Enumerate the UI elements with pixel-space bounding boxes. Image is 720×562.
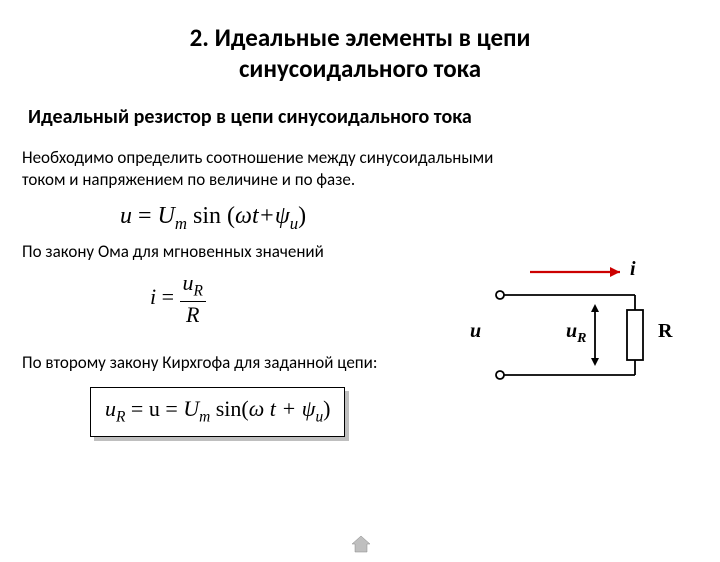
- eq1-eq: =: [132, 203, 158, 229]
- resistor-symbol: [627, 310, 643, 360]
- eq2-num-u: u: [183, 270, 194, 295]
- eq3-psi: ψ: [302, 396, 316, 421]
- eq3-omega: ω: [249, 396, 265, 421]
- eq1-m: m: [175, 213, 187, 232]
- eq3-m: m: [199, 408, 210, 425]
- terminal-bottom: [496, 371, 504, 379]
- title-line1: 2. Идеальные элементы в цепи: [190, 22, 531, 53]
- eq3-psisub: u: [315, 408, 323, 425]
- main-title: 2. Идеальные элементы в цепи синусоидаль…: [0, 22, 720, 85]
- circuit-uR-u: u: [566, 320, 577, 342]
- eq2-fraction: uRR: [180, 270, 206, 327]
- home-icon[interactable]: [350, 534, 372, 554]
- eq2-eq: =: [156, 284, 179, 309]
- circuit-i-label: i: [630, 258, 636, 281]
- paragraph-1: Необходимо определить соотношение между …: [22, 147, 660, 191]
- eq2-den: R: [180, 302, 206, 328]
- circuit-R-label: R: [658, 320, 672, 343]
- eq3-Um: U: [183, 396, 199, 421]
- eq1-sin: sin (: [187, 203, 235, 229]
- eq3-close: ): [323, 396, 330, 421]
- terminal-top: [496, 291, 504, 299]
- eq1-Um: U: [158, 203, 175, 229]
- current-arrow-head: [610, 267, 620, 277]
- eq3-sin: sin(: [210, 396, 249, 421]
- equation-voltage: u = Um sin (ωt+ψu): [120, 203, 720, 234]
- eq1-u: u: [120, 203, 132, 229]
- para1-line1: Необходимо определить соотношение между …: [22, 147, 493, 168]
- para1-line2: током и напряжением по величине и по фаз…: [22, 169, 355, 190]
- ur-arrow-up: [591, 304, 599, 312]
- eq3-t: t +: [264, 396, 301, 421]
- eq1-t: t+: [252, 203, 275, 229]
- title-line2: синусоидального тока: [239, 53, 481, 84]
- equation-kirchhoff-box: uR = u = Um sin(ω t + ψu): [90, 387, 345, 437]
- eq1-close: ): [298, 203, 306, 229]
- eq1-psisub: u: [290, 213, 298, 232]
- circuit-uR-R: R: [577, 331, 586, 346]
- eq1-psi: ψ: [275, 203, 290, 229]
- circuit-uR-label: uR: [566, 320, 586, 347]
- eq3-rsub: R: [116, 408, 125, 425]
- eq1-omega: ω: [235, 203, 252, 229]
- ur-arrow-down: [591, 358, 599, 366]
- circuit-diagram: i u uR R: [470, 260, 685, 400]
- section-subtitle: Идеальный резистор в цепи синусоидальног…: [28, 105, 720, 129]
- circuit-u-label: u: [470, 320, 481, 343]
- eq2-num-sub: R: [194, 283, 203, 300]
- eq3-eq1: = u =: [125, 396, 183, 421]
- eq3-ur: u: [105, 396, 116, 421]
